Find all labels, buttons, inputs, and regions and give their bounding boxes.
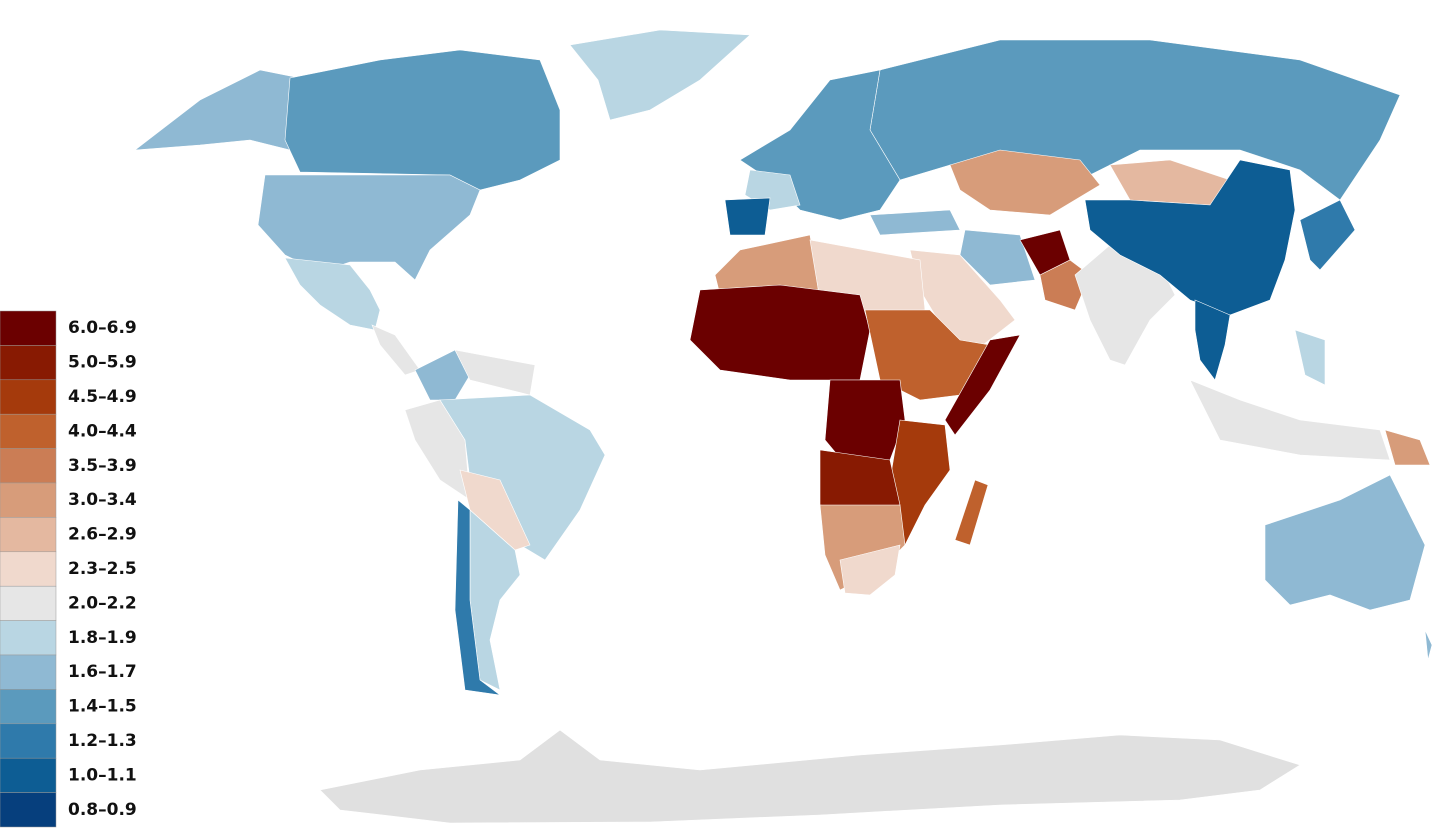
- iberia: [724, 197, 771, 236]
- bolivia-paraguay: [459, 469, 531, 551]
- canada: [284, 49, 561, 191]
- somalia: [944, 334, 1021, 436]
- legend-swatch: [0, 517, 57, 553]
- legend-label: 2.6–2.9: [68, 525, 137, 545]
- kazakhstan: [949, 149, 1101, 216]
- chile: [454, 499, 501, 696]
- legend-swatch: [0, 654, 57, 690]
- venezuela-guianas: [454, 349, 536, 396]
- legend-swatch: [0, 585, 57, 621]
- legend-swatch: [0, 345, 57, 381]
- arabia: [909, 249, 1016, 356]
- south-africa: [839, 544, 901, 596]
- alaska: [134, 69, 311, 151]
- legend-swatch: [0, 757, 57, 793]
- legend-swatch: [0, 482, 57, 518]
- madagascar: [954, 479, 989, 546]
- world-map: [134, 29, 1433, 824]
- indonesia: [1189, 379, 1391, 461]
- legend-swatch: [0, 723, 57, 759]
- legend-swatch: [0, 689, 57, 725]
- legend-label: 1.8–1.9: [68, 628, 137, 648]
- usa: [257, 174, 481, 281]
- legend: 6.0–6.9 5.0–5.9 4.5–4.9 4.0–4.4 3.5–3.9 3.0–3…: [0, 310, 137, 828]
- colombia: [414, 349, 471, 401]
- legend-label: 4.0–4.4: [68, 421, 137, 441]
- korea-japan: [1299, 199, 1356, 271]
- china: [1084, 159, 1296, 316]
- legend-label: 3.5–3.9: [68, 456, 137, 476]
- legend-swatch: [0, 448, 57, 484]
- legend-label: 3.0–3.4: [68, 490, 137, 510]
- philippines: [1294, 329, 1326, 386]
- legend-label: 2.0–2.2: [68, 593, 137, 613]
- legend-swatch: [0, 620, 57, 656]
- mongolia: [1109, 159, 1231, 206]
- legend-label: 1.6–1.7: [68, 662, 137, 682]
- new-zealand: [1424, 629, 1433, 661]
- papua: [1384, 429, 1431, 466]
- legend-swatch: [0, 413, 57, 449]
- legend-label: 6.0–6.9: [68, 318, 137, 338]
- mexico: [284, 257, 381, 331]
- greenland: [569, 29, 751, 121]
- iran: [959, 229, 1036, 286]
- brazil: [439, 394, 606, 561]
- legend-label: 4.5–4.9: [68, 387, 137, 407]
- sahel: [689, 284, 871, 381]
- legend-label: 1.0–1.1: [68, 765, 137, 785]
- legend-swatch: [0, 792, 57, 828]
- legend-label: 2.3–2.5: [68, 559, 137, 579]
- australia: [1264, 474, 1426, 611]
- legend-label: 5.0–5.9: [68, 353, 137, 373]
- legend-swatch: [0, 551, 57, 587]
- central-america: [371, 324, 421, 376]
- legend-label: 0.8–0.9: [68, 800, 137, 820]
- antarctica: [319, 729, 1301, 824]
- legend-label: 1.4–1.5: [68, 697, 137, 717]
- legend-swatch: [0, 310, 57, 346]
- legend-swatch: [0, 379, 57, 415]
- legend-label: 1.2–1.3: [68, 731, 137, 751]
- turkey: [869, 209, 961, 236]
- southeast-asia: [1194, 299, 1231, 381]
